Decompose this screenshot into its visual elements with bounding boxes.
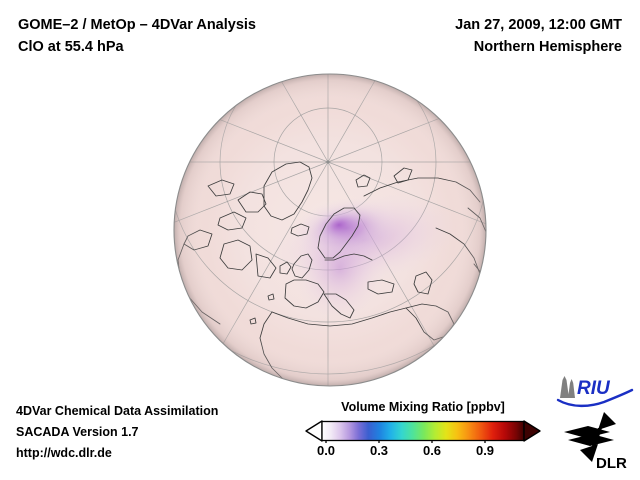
globe-limb-shading <box>174 74 486 386</box>
cooling-towers-icon <box>560 376 575 398</box>
hemisphere-label: Northern Hemisphere <box>473 39 622 55</box>
globe-svg <box>173 73 487 387</box>
timestamp-label: Jan 27, 2009, 12:00 GMT <box>455 17 622 33</box>
colorbar-ramp <box>321 420 525 442</box>
dlr-logo: DLR <box>558 410 638 477</box>
colorbar-under-cap <box>305 420 323 442</box>
footer-left: 4DVar Chemical Data Assimilation SACADA … <box>16 401 218 464</box>
colorbar-tick-labels: 0.0 0.3 0.6 0.9 <box>300 443 546 463</box>
title-species-level: ClO at 55.4 hPa <box>18 39 124 55</box>
colorbar-tick-2: 0.6 <box>422 443 442 458</box>
footer-assimilation-label: 4DVar Chemical Data Assimilation <box>16 404 219 418</box>
riu-logo-svg: RIU <box>556 376 634 408</box>
footer-version-label: SACADA Version 1.7 <box>16 425 139 439</box>
colorbar-over-cap <box>523 420 541 442</box>
colorbar-swatch <box>305 420 541 443</box>
globe-map <box>168 68 492 392</box>
riu-wordmark: RIU <box>577 378 611 399</box>
colorbar-tick-1: 0.3 <box>369 443 389 458</box>
colorbar: Volume Mixing Ratio [ppbv] <box>300 400 546 468</box>
footer-url-label[interactable]: http://wdc.dlr.de <box>16 446 112 460</box>
header-right: Jan 27, 2009, 12:00 GMT Northern Hemisph… <box>455 14 622 58</box>
dlr-pinwheel-icon <box>564 412 616 462</box>
globe-outline <box>173 73 487 387</box>
dlr-wordmark: DLR <box>596 455 627 472</box>
riu-wave-icon <box>556 388 634 408</box>
colorbar-title: Volume Mixing Ratio [ppbv] <box>341 400 505 414</box>
colorbar-tick-0: 0.0 <box>316 443 336 458</box>
title-instrument: GOME–2 / MetOp – 4DVar Analysis <box>18 17 256 33</box>
colorbar-tick-3: 0.9 <box>475 443 495 458</box>
colorbar-ticks <box>325 441 486 443</box>
header-left: GOME–2 / MetOp – 4DVar Analysis ClO at 5… <box>18 14 256 58</box>
dlr-logo-svg: DLR <box>564 412 627 472</box>
riu-logo: RIU <box>556 372 636 413</box>
